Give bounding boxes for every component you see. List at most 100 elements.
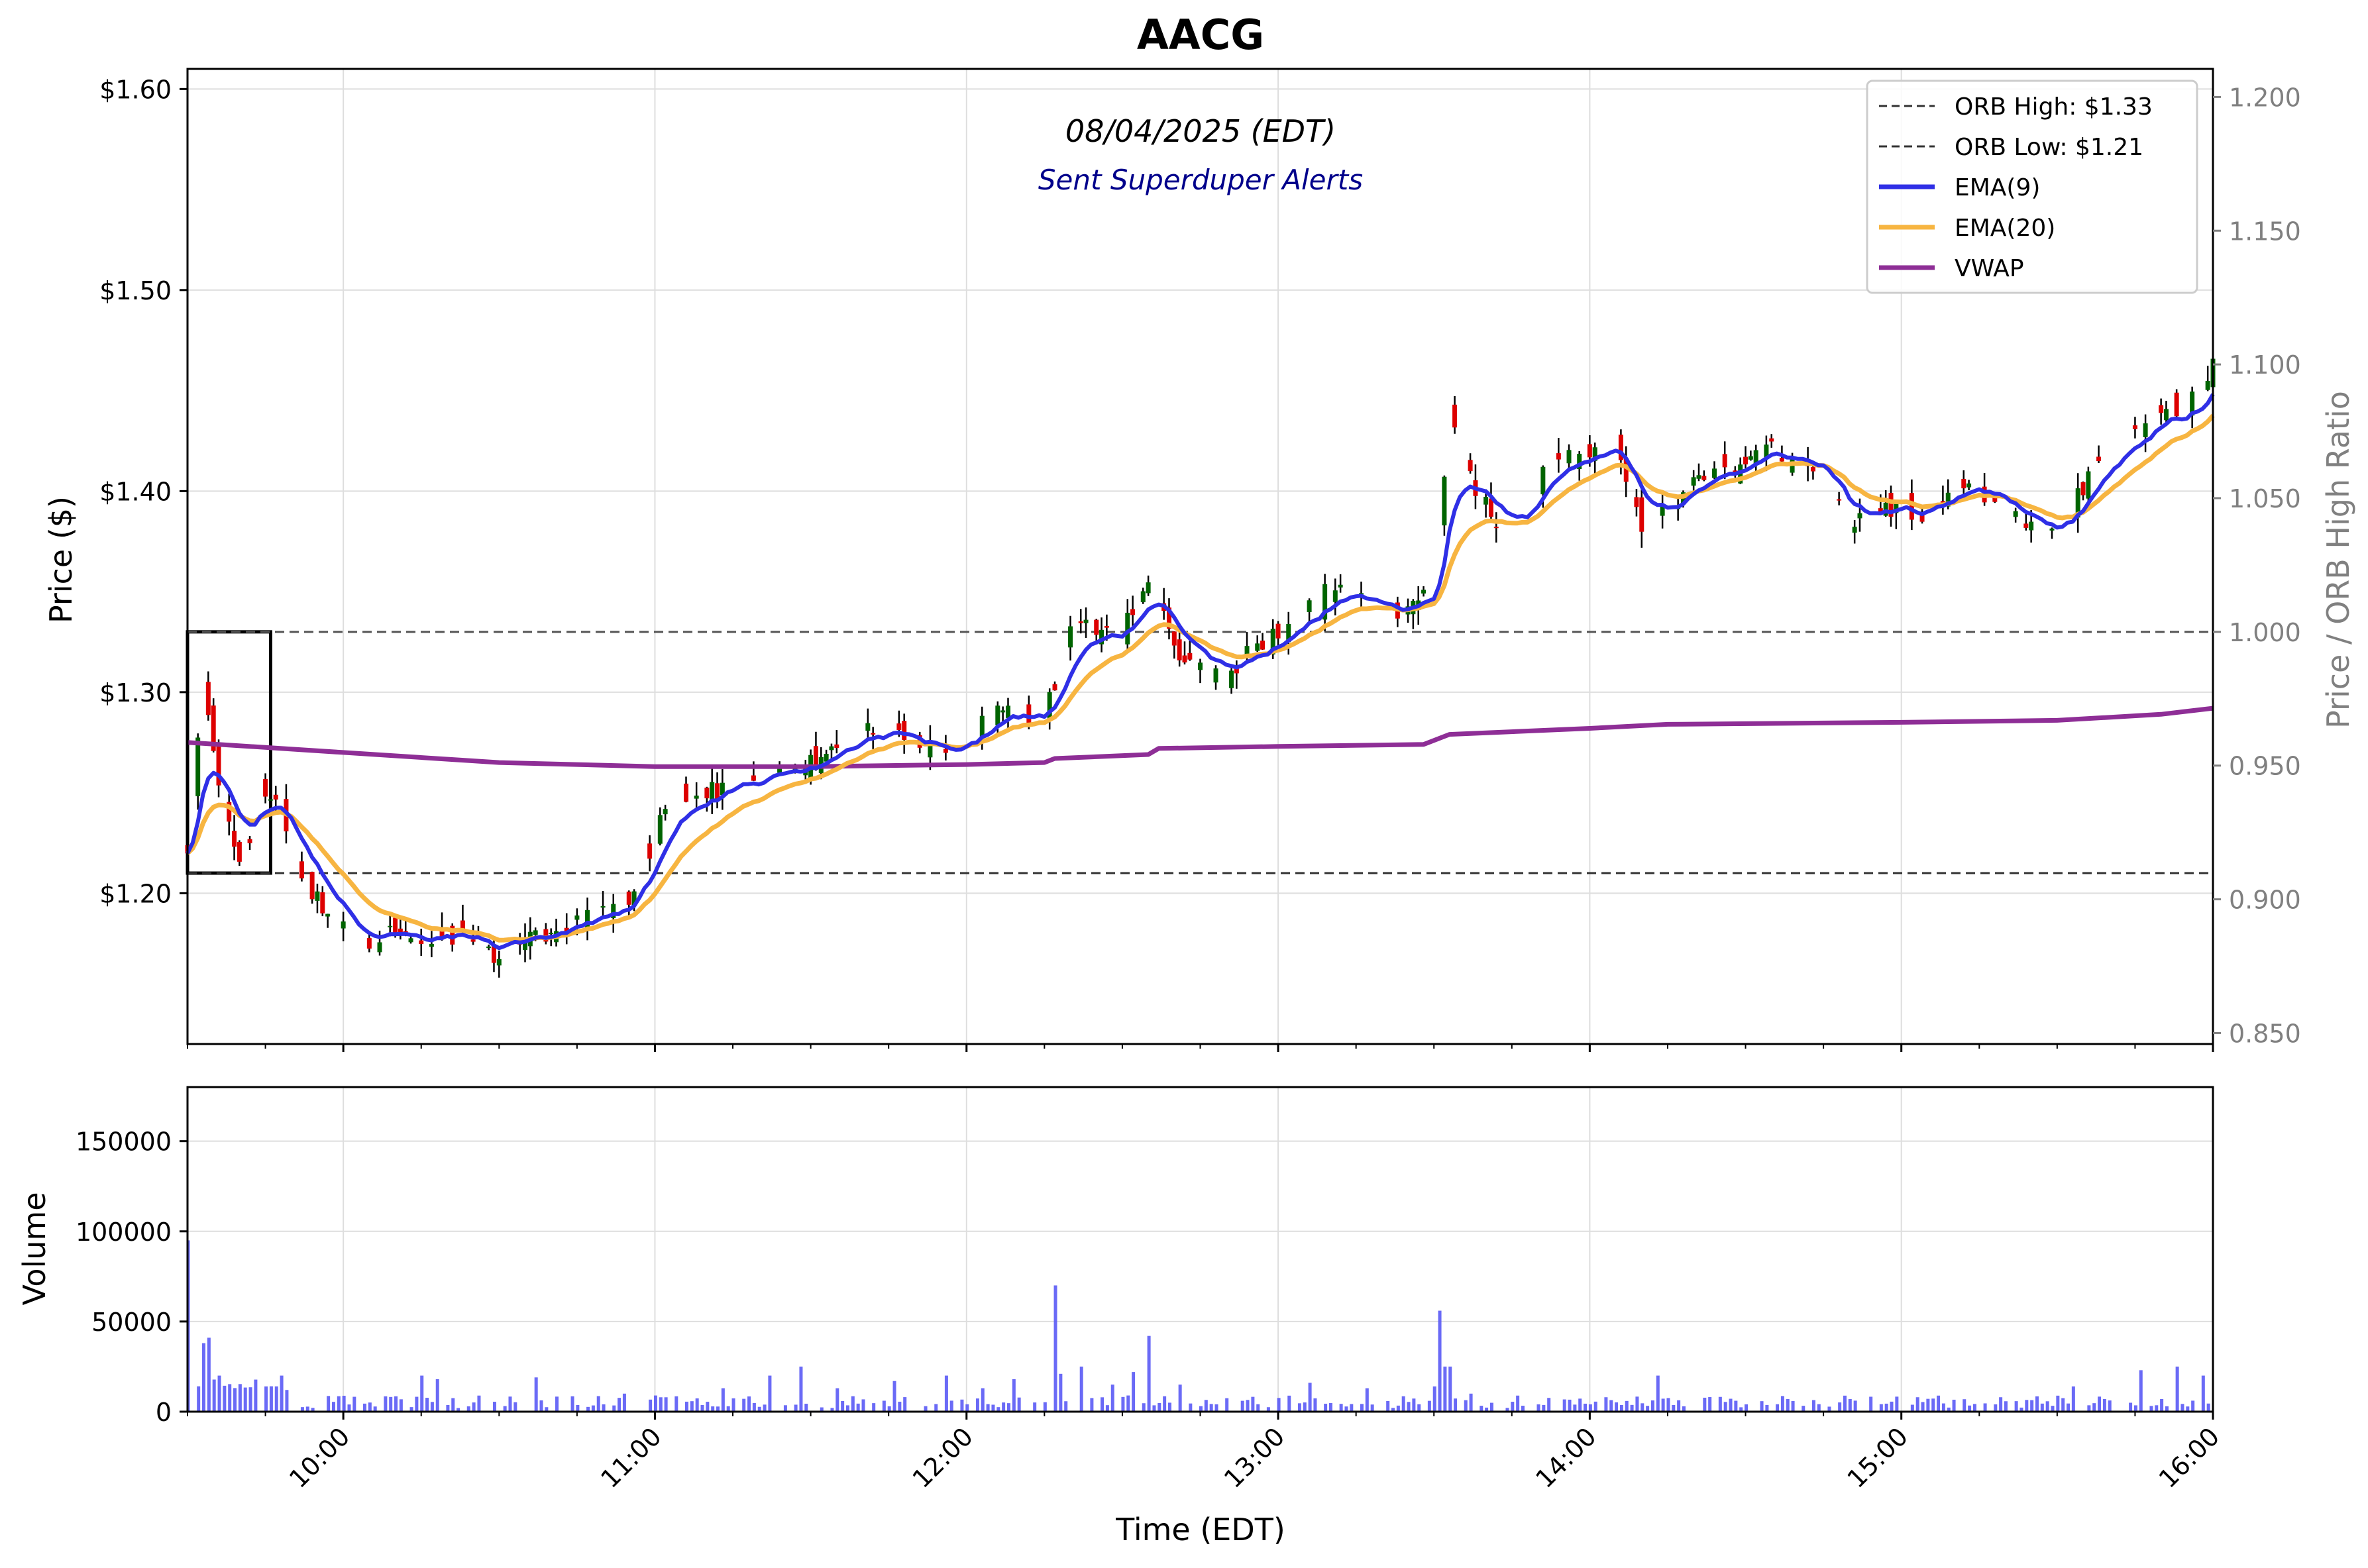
volume-bar bbox=[851, 1396, 855, 1412]
candle-down bbox=[1623, 458, 1629, 482]
candle-down bbox=[1094, 619, 1099, 635]
volume-bar bbox=[311, 1408, 315, 1412]
volume-bar bbox=[674, 1396, 678, 1412]
volume-bar bbox=[1999, 1397, 2003, 1412]
volume-bar bbox=[337, 1396, 341, 1412]
candle-up bbox=[1857, 513, 1862, 519]
volume-bar bbox=[1641, 1403, 1644, 1412]
candle-up bbox=[1146, 582, 1151, 594]
volume-bar bbox=[1838, 1402, 1842, 1412]
candle-down bbox=[1468, 460, 1473, 472]
volume-bar bbox=[716, 1406, 720, 1412]
volume-bar bbox=[1204, 1400, 1208, 1412]
volume-bar bbox=[1968, 1405, 1972, 1412]
volume-bar bbox=[280, 1375, 284, 1412]
time-axis-label: Time (EDT) bbox=[1115, 1512, 1285, 1547]
candle-up bbox=[1005, 706, 1010, 718]
candle-down bbox=[1493, 527, 1499, 529]
volume-bar bbox=[2004, 1401, 2008, 1412]
volume-bar bbox=[1339, 1404, 1343, 1412]
candle-down bbox=[647, 843, 653, 859]
volume-bar bbox=[1811, 1400, 1815, 1412]
volume-bar bbox=[1952, 1399, 1956, 1412]
candle-up bbox=[1852, 527, 1857, 533]
volume-bar bbox=[1827, 1406, 1831, 1412]
volume-bar bbox=[2040, 1403, 2044, 1412]
volume-bar bbox=[898, 1401, 902, 1412]
candle-down bbox=[564, 927, 569, 933]
candle-up bbox=[268, 799, 273, 801]
candle-up bbox=[1322, 584, 1328, 620]
candle-up bbox=[549, 932, 554, 934]
volume-bar bbox=[1308, 1383, 1312, 1412]
candle-up bbox=[1338, 584, 1343, 588]
volume-bar bbox=[2051, 1406, 2055, 1412]
volume-bar bbox=[1485, 1407, 1489, 1412]
ratio-tick-label: 1.150 bbox=[2229, 217, 2301, 246]
volume-bar bbox=[305, 1406, 309, 1412]
volume-bar bbox=[202, 1343, 206, 1412]
volume-bar bbox=[1745, 1404, 1749, 1412]
candle-up bbox=[429, 943, 434, 947]
volume-bar bbox=[1412, 1398, 1416, 1412]
volume-bar bbox=[882, 1400, 886, 1412]
candle-down bbox=[896, 723, 902, 730]
volume-bar bbox=[726, 1406, 730, 1412]
candle-down bbox=[813, 746, 818, 770]
volume-bar bbox=[1947, 1407, 1951, 1412]
volume-bar bbox=[649, 1399, 653, 1412]
volume-bar bbox=[2014, 1401, 2018, 1412]
volume-bar bbox=[1739, 1407, 1743, 1412]
volume-bar bbox=[1656, 1375, 1660, 1412]
candle-down bbox=[626, 891, 631, 905]
volume-bar bbox=[1723, 1402, 1727, 1412]
volume-bar bbox=[1090, 1398, 1094, 1412]
volume-bar bbox=[1469, 1393, 1473, 1412]
volume-bar bbox=[197, 1386, 201, 1412]
volume-bar bbox=[2019, 1407, 2023, 1412]
volume-bar bbox=[1287, 1395, 1291, 1412]
candle-down bbox=[1488, 498, 1493, 517]
volume-bar bbox=[1817, 1404, 1821, 1412]
volume-bar bbox=[1328, 1403, 1332, 1412]
volume-bar bbox=[1780, 1396, 1784, 1412]
volume-bar bbox=[1625, 1400, 1629, 1412]
candle-down bbox=[704, 788, 710, 799]
volume-bar bbox=[1064, 1401, 1068, 1412]
volume-bar bbox=[711, 1406, 715, 1412]
candle-down bbox=[1182, 655, 1187, 663]
volume-bar bbox=[1427, 1400, 1431, 1412]
candle-up bbox=[2163, 409, 2169, 421]
candle-up bbox=[1540, 466, 1546, 495]
legend-entry: ORB Low: $1.21 bbox=[1955, 134, 2143, 161]
candle-up bbox=[865, 723, 871, 731]
candle-down bbox=[1919, 513, 1925, 522]
volume-bar bbox=[1573, 1404, 1577, 1412]
candle-down bbox=[1078, 621, 1083, 623]
candle-down bbox=[393, 917, 398, 935]
price-tick-label: $1.60 bbox=[99, 75, 172, 104]
volume-bar bbox=[1630, 1404, 1634, 1412]
volume-bar bbox=[2201, 1375, 2205, 1412]
candle-up bbox=[777, 768, 782, 773]
volume-bar bbox=[1167, 1402, 1171, 1412]
price-x-ticks bbox=[187, 1044, 2214, 1052]
volume-bar bbox=[1568, 1399, 1572, 1412]
ratio-tick-label: 1.200 bbox=[2229, 83, 2301, 112]
candle-down bbox=[2080, 482, 2086, 496]
candle-up bbox=[1421, 590, 1426, 594]
candle-down bbox=[470, 939, 476, 942]
volume-bar bbox=[223, 1385, 227, 1412]
candle-up bbox=[1255, 643, 1260, 651]
volume-axis: 0 50000 100000 150000 bbox=[76, 1127, 188, 1427]
candle-up bbox=[2190, 392, 2195, 416]
volume-bar bbox=[477, 1395, 481, 1412]
candle-down bbox=[1234, 666, 1239, 674]
candle-up bbox=[1592, 447, 1597, 461]
candle-down bbox=[299, 861, 304, 878]
candle-down bbox=[2159, 405, 2164, 413]
volume-bar bbox=[602, 1404, 606, 1412]
volume-bar bbox=[389, 1396, 393, 1412]
volume-bar bbox=[555, 1396, 559, 1412]
volume-bar bbox=[492, 1402, 496, 1412]
